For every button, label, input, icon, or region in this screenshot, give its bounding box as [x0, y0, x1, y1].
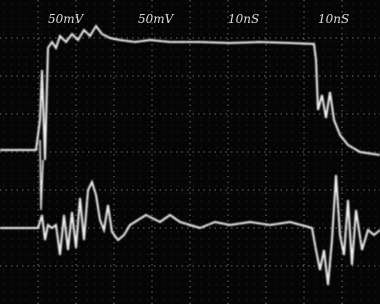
page: 50mV 50mV 10nS 10nS (() => { const data … [0, 0, 380, 304]
timebase-2: 10nS [318, 12, 349, 26]
oscilloscope-screen: 50mV 50mV 10nS 10nS [0, 0, 380, 304]
channel-2-scale: 50mV [138, 12, 175, 26]
channel-1-scale: 50mV [48, 12, 85, 26]
timebase-1: 10nS [228, 12, 259, 26]
screen-texture [0, 0, 380, 304]
